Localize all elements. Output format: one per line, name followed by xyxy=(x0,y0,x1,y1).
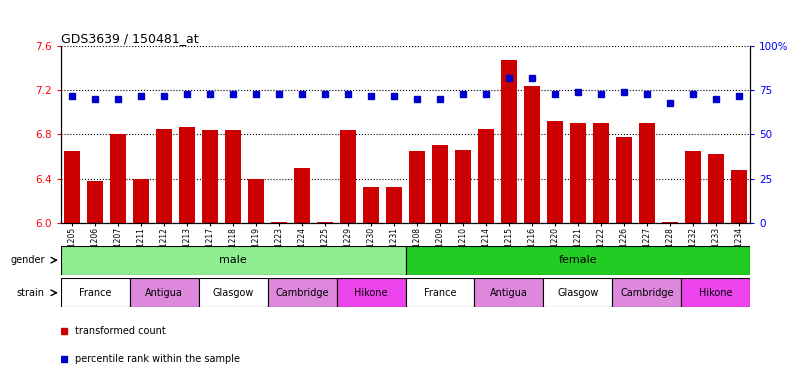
Bar xyxy=(386,187,402,223)
Text: Hikone: Hikone xyxy=(354,288,388,298)
Bar xyxy=(432,146,448,223)
Bar xyxy=(61,246,406,275)
Text: France: France xyxy=(423,288,457,298)
Bar xyxy=(708,154,723,223)
Text: Glasgow: Glasgow xyxy=(212,288,254,298)
Text: male: male xyxy=(219,255,247,265)
Text: France: France xyxy=(79,288,112,298)
Bar xyxy=(337,278,406,307)
Bar xyxy=(317,222,333,223)
Text: Glasgow: Glasgow xyxy=(557,288,599,298)
Text: transformed count: transformed count xyxy=(75,326,165,336)
Text: gender: gender xyxy=(11,255,45,265)
Bar xyxy=(501,60,517,223)
Text: GDS3639 / 150481_at: GDS3639 / 150481_at xyxy=(61,32,199,45)
Bar xyxy=(681,278,750,307)
Bar xyxy=(199,278,268,307)
Bar xyxy=(543,278,612,307)
Text: Antigua: Antigua xyxy=(490,288,528,298)
Bar xyxy=(524,86,540,223)
Bar xyxy=(88,181,103,223)
Bar xyxy=(61,278,130,307)
Bar xyxy=(409,151,425,223)
Bar xyxy=(294,167,310,223)
Text: Cambridge: Cambridge xyxy=(276,288,328,298)
Bar xyxy=(406,246,750,275)
Bar xyxy=(684,151,701,223)
Bar xyxy=(547,121,563,223)
Bar xyxy=(202,130,218,223)
Bar xyxy=(731,170,747,223)
Bar xyxy=(616,137,632,223)
Bar xyxy=(248,179,264,223)
Bar xyxy=(406,278,474,307)
Bar xyxy=(179,127,195,223)
Bar xyxy=(455,150,471,223)
Bar xyxy=(130,278,199,307)
Bar xyxy=(363,187,379,223)
Bar xyxy=(639,123,654,223)
Bar xyxy=(110,134,127,223)
Text: Antigua: Antigua xyxy=(145,288,183,298)
Bar xyxy=(474,278,543,307)
Text: female: female xyxy=(559,255,597,265)
Bar xyxy=(64,151,80,223)
Bar xyxy=(478,129,494,223)
Bar xyxy=(133,179,149,223)
Bar xyxy=(570,123,586,223)
Text: Cambridge: Cambridge xyxy=(620,288,673,298)
Bar xyxy=(225,130,241,223)
Bar xyxy=(268,278,337,307)
Bar xyxy=(340,130,356,223)
Text: Hikone: Hikone xyxy=(699,288,732,298)
Bar xyxy=(271,222,287,223)
Text: percentile rank within the sample: percentile rank within the sample xyxy=(75,354,239,364)
Bar xyxy=(593,123,609,223)
Bar xyxy=(157,129,172,223)
Text: strain: strain xyxy=(17,288,45,298)
Bar xyxy=(662,222,678,223)
Bar xyxy=(612,278,681,307)
